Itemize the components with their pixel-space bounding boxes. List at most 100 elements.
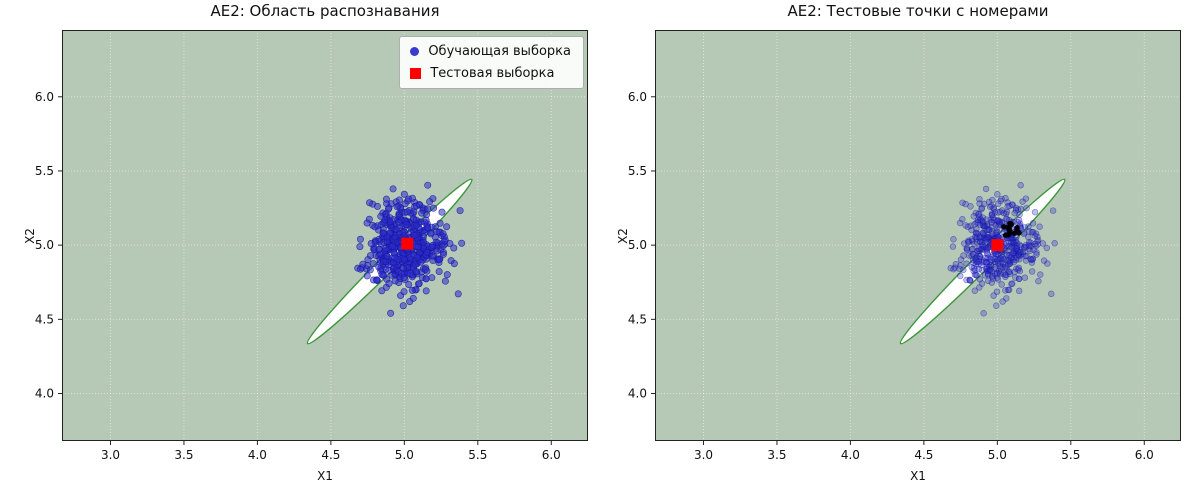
train-point [428,274,436,282]
train-point [385,204,393,212]
train-point [433,247,441,255]
train-point [1037,271,1044,278]
legend-item-test: Тестовая выборка [410,66,571,81]
train-point [405,280,413,288]
train-point [1031,208,1039,216]
train-point [1003,263,1010,270]
x-tick-label: 5.5 [1061,448,1080,462]
train-point [971,287,978,294]
train-point [400,255,408,263]
train-point [385,280,393,288]
legend-label-test: Тестовая выборка [430,66,555,81]
train-point [973,229,980,237]
train-point [435,255,443,263]
train-point [993,302,1000,309]
train-point [1006,268,1013,275]
train-point [412,202,420,210]
train-point [978,204,986,212]
x-tick-label: 3.5 [174,448,193,462]
train-point [395,268,403,276]
train-point [976,195,983,203]
train-point [1012,207,1020,214]
train-point [1028,268,1036,275]
y-tick-label: 6.0 [35,90,54,104]
train-point [1021,224,1029,231]
train-point [983,263,991,271]
train-point [1034,238,1041,245]
train-point [373,276,381,284]
train-point [438,208,446,216]
plot-background [655,30,1181,441]
train-point [400,288,408,296]
x-tick-label: 5.0 [395,448,414,462]
train-point [391,254,399,262]
x-tick-label: 4.5 [914,448,933,462]
train-point [1013,239,1020,246]
train-point [443,271,451,279]
train-point [968,246,976,253]
train-point [367,240,375,248]
train-point [1048,290,1055,298]
train-point [964,223,972,231]
train-point [383,233,391,241]
train-point [975,245,982,252]
numbered-test-point [1008,221,1014,227]
train-point [422,287,430,295]
train-point [1002,287,1009,294]
train-point [414,243,422,251]
train-marker-icon [410,47,420,56]
train-point [454,290,462,298]
x-tick-label: 6.0 [1135,448,1154,462]
train-point [994,276,1002,283]
train-point [976,233,984,241]
train-point [956,219,964,227]
plot-title-right: AE2: Тестовые точки с номерами [787,2,1049,20]
train-point [426,198,434,206]
train-point [364,256,372,264]
train-point [371,223,379,231]
train-point [381,216,389,224]
train-point [949,243,957,250]
train-point [375,235,383,243]
train-point [990,216,998,224]
train-point [986,226,993,233]
train-point [458,239,466,247]
axes-border [62,30,588,441]
train-point [1021,274,1029,281]
train-point [421,266,429,274]
train-point [1007,254,1014,261]
legend-item-train: Обучающая выборка [410,44,571,59]
train-point [959,216,966,223]
train-point [968,236,976,243]
train-point [356,235,364,243]
train-point [392,225,400,233]
train-point [976,238,984,245]
train-point [399,302,407,310]
train-point [963,260,970,267]
train-point [430,204,438,212]
train-point [966,276,973,284]
x-tick-label: 3.0 [101,448,120,462]
train-point [993,288,1001,295]
x-tick-label: 5.0 [988,448,1007,462]
train-point [1020,230,1028,238]
train-point [952,260,960,268]
train-point [382,245,390,253]
train-point [429,241,437,249]
train-point [366,199,374,207]
train-point [428,223,436,231]
train-point [983,249,991,256]
train-point [356,243,364,251]
train-point [419,233,427,241]
train-point [411,261,419,269]
train-point [978,280,986,287]
train-point [999,298,1006,305]
train-point [965,252,973,259]
x-tick-label: 5.5 [468,448,487,462]
train-point [989,196,996,204]
train-point [402,220,410,228]
train-point [998,195,1005,203]
train-point [395,219,403,227]
train-point [1022,252,1029,260]
train-point [1026,247,1034,255]
